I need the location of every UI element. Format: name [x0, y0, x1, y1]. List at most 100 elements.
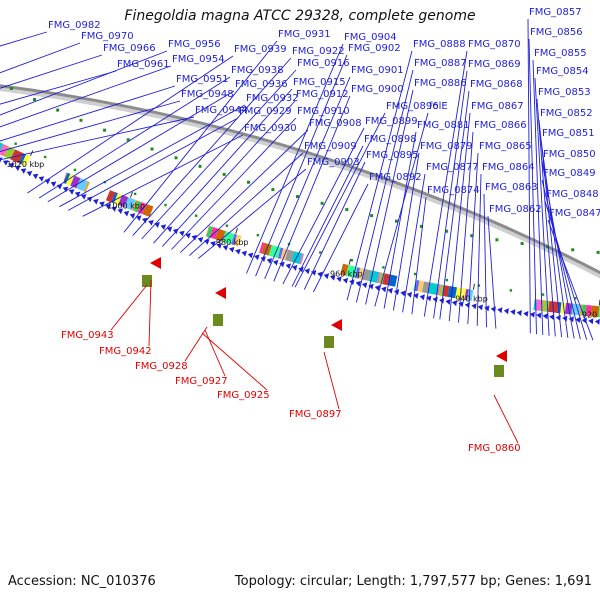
gene-cluster-block [340, 263, 349, 276]
gene-label-forward: FMG_0867 [471, 101, 524, 112]
track-dot [33, 98, 36, 101]
gene-cluster-block [231, 233, 237, 246]
track-dot [370, 214, 374, 218]
track-dot [73, 168, 77, 172]
reverse-gene-block [142, 275, 152, 287]
forward-gene-arrow [197, 236, 204, 243]
track-dot [420, 224, 423, 228]
forward-gene-arrow [111, 206, 117, 212]
gene-label-forward: FMG_0909 [304, 141, 357, 152]
leader-line [184, 326, 208, 362]
gene-cluster-block [222, 231, 235, 245]
reverse-gene-arrow [150, 257, 161, 269]
gene-label-forward: FMG_0881 [417, 120, 470, 131]
gene-cluster-block [421, 281, 431, 294]
forward-gene-arrow [497, 307, 503, 314]
gene-label-forward: FMG_0948 [181, 89, 234, 100]
forward-gene-arrow [26, 171, 33, 177]
leader-line [483, 193, 487, 328]
scale-tick-label: 1020 kbp [7, 160, 45, 169]
forward-gene-arrow [191, 234, 198, 241]
backbone-shadow [0, 87, 600, 279]
track-dot [79, 118, 83, 122]
track-dot [445, 229, 449, 233]
gene-cluster-block [585, 304, 592, 317]
track-dot [320, 201, 324, 205]
leader-line [374, 112, 429, 307]
forward-gene-arrow [445, 298, 451, 305]
leader-line [201, 332, 268, 391]
forward-gene-arrow [516, 310, 522, 316]
forward-gene-arrow [2, 160, 9, 166]
track-dot [256, 234, 260, 237]
forward-gene-arrow [123, 210, 130, 217]
gene-label-forward: FMG_0944 [195, 105, 248, 116]
gene-label-forward: FMG_0938 [231, 65, 284, 76]
forward-gene-arrow [484, 305, 490, 312]
leader-line [162, 100, 296, 247]
forward-gene-arrow [8, 162, 15, 169]
gene-cluster-block [268, 244, 281, 259]
forward-gene-arrow [523, 310, 529, 317]
forward-gene-arrow [154, 222, 160, 228]
gene-label-forward: FMG_0854 [536, 66, 589, 77]
gene-label-forward: FMG_0886 [414, 78, 467, 89]
gene-cluster-block [215, 228, 226, 242]
gene-cluster-block [142, 203, 154, 217]
forward-gene-arrow [50, 181, 57, 188]
forward-gene-arrow [241, 250, 247, 257]
track-dot [56, 108, 60, 112]
scale-tick-label: 940 kbp [455, 295, 488, 304]
leader-line [67, 117, 239, 211]
track-dot [574, 297, 577, 300]
forward-gene-arrow [477, 304, 483, 311]
gene-cluster-block [467, 289, 474, 302]
forward-gene-arrow [439, 297, 445, 304]
leader-line [383, 131, 417, 309]
gene-label-forward: FMG_0850 [543, 149, 596, 160]
forward-gene-arrow [68, 189, 75, 195]
scale-tick-mark [29, 150, 34, 157]
track-dot [194, 214, 198, 217]
gene-cluster-block [259, 242, 265, 254]
forward-gene-arrow [510, 309, 516, 316]
forward-gene-arrow [542, 313, 548, 320]
scale-tick-label: 980 kbp [216, 238, 249, 247]
gene-cluster-block [277, 247, 284, 259]
gene-cluster-block [417, 280, 425, 293]
gene-label-forward: FMG_0951 [176, 74, 229, 85]
forward-gene-arrow [387, 287, 393, 294]
leader-line [0, 50, 168, 116]
gene-cluster-block [345, 265, 358, 278]
figure-title: Finegoldia magna ATCC 29328, complete ge… [124, 8, 476, 24]
forward-gene-arrow [588, 318, 594, 325]
track-dot [395, 219, 398, 223]
gene-label-forward: FMG_0879 [420, 141, 473, 152]
forward-gene-arrow [32, 173, 39, 180]
gene-cluster-block [76, 178, 89, 192]
track-dot [14, 142, 17, 145]
leader-line [312, 183, 369, 293]
gene-label-reverse: FMG_0927 [175, 376, 228, 387]
gene-cluster-block [414, 279, 420, 292]
gene-label-forward: FMG_0898 [364, 134, 417, 145]
forward-gene-arrow [14, 165, 21, 172]
forward-gene-arrow [148, 219, 154, 226]
gene-cluster-block [132, 200, 138, 211]
leader-line [204, 329, 226, 377]
gene-cluster-block [70, 175, 81, 189]
forward-gene-arrow [310, 269, 317, 276]
gene-label-forward: FMG_0868 [470, 79, 523, 90]
leader-line [323, 351, 340, 410]
leader-line [365, 89, 414, 305]
gene-label-forward: FMG_0954 [172, 54, 225, 65]
gene-label-forward: FMG_0888 [413, 39, 466, 50]
gene-label-forward: FMG_0849 [543, 168, 596, 179]
gene-cluster-block [63, 172, 71, 184]
gene-label-forward: FMG_0916 [297, 58, 350, 69]
track-dot [571, 248, 575, 252]
leader-line [246, 43, 344, 274]
forward-gene-arrow [38, 176, 45, 182]
forward-gene-arrow [117, 208, 124, 215]
